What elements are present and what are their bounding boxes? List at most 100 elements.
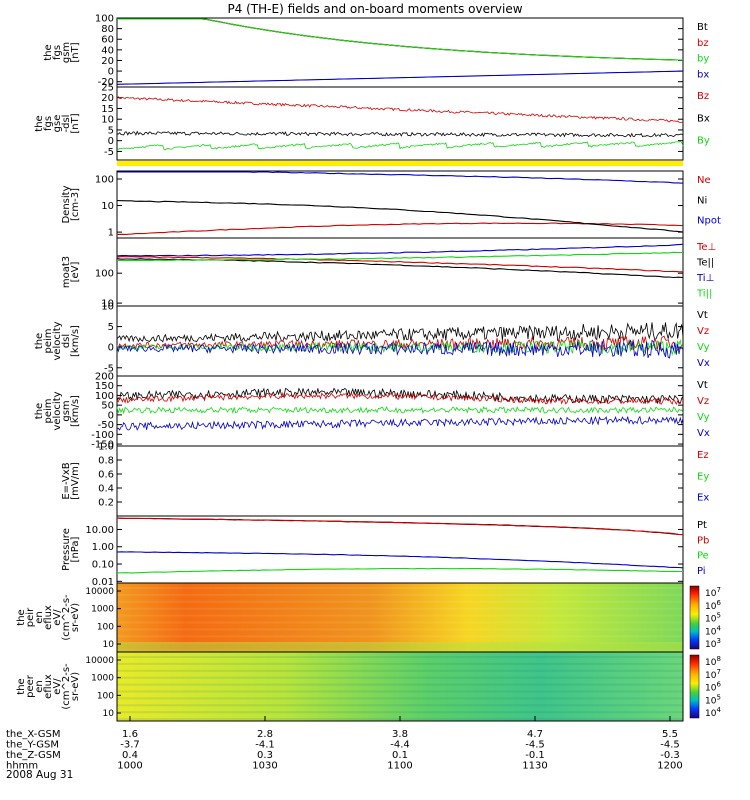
xrow-0-val-1: 2.8 <box>257 729 273 740</box>
ytick-peer-eflux-0: 10000 <box>85 656 114 666</box>
xrow-2-val-1: 0.3 <box>257 750 273 761</box>
panel-density: Density[cm-3] 100 10 1 Ne Ni Npot <box>61 170 721 239</box>
legend-density-0: Ne <box>697 175 711 186</box>
colorbar-tick-peir-eflux-3: 104 <box>705 624 721 637</box>
ylabel-peim-gsm-1: peim <box>43 398 54 423</box>
legend-density-2: Npot <box>697 216 721 227</box>
ytick-pressure-0: 10.00 <box>85 525 114 536</box>
legend-density-1: Ni <box>697 195 707 206</box>
legend-pressure-0: Pt <box>697 520 707 531</box>
ylabel-peir-eflux-6: sr-eV) <box>70 603 81 632</box>
xrow-1-val-0: -3.7 <box>120 740 140 751</box>
date-label: 2008 Aug 31 <box>6 769 73 781</box>
ylabel-peim-dsl-0: the <box>34 333 45 349</box>
xrow-2-val-2: 0.1 <box>392 750 408 761</box>
plot-title: P4 (TH-E) fields and on-board moments ov… <box>227 2 522 16</box>
series-density-Npot <box>117 171 684 184</box>
ylabel-peer-eflux-2: en <box>34 680 45 693</box>
ytick-peer-eflux-2: 100 <box>97 691 114 701</box>
legend-pressure-2: Pe <box>697 551 709 562</box>
xrow-2-val-0: 0.4 <box>122 750 138 761</box>
ylabel-peir-eflux-2: en <box>34 611 45 624</box>
ytick-peer-eflux-1: 1000 <box>91 674 114 684</box>
xrow-1-val-4: -4.5 <box>660 740 680 751</box>
ylabel-peim-gsm-2: velocity <box>52 391 63 430</box>
series-pressure-Pe <box>116 567 683 574</box>
frame-exb <box>116 445 684 517</box>
series-density-Ni <box>116 199 684 233</box>
xrow-2-val-4: -0.3 <box>660 750 680 761</box>
legend-peim-dsl-2: Vy <box>697 342 710 353</box>
ytick-peim-dsl-0: 10 <box>101 302 114 313</box>
series-peim-gsm-Vt <box>116 387 684 405</box>
legend-pressure-3: Pi <box>697 566 706 577</box>
legend-fgs-gse-1: Bx <box>697 113 710 124</box>
ytick-peir-eflux-1: 1000 <box>91 605 114 615</box>
legend-exb-0: Ez <box>697 450 709 461</box>
legend-fgs-gsm-2: by <box>697 54 709 65</box>
ytick-peim-gsm-2: 100 <box>95 391 114 402</box>
xrow-0-val-4: 5.5 <box>662 729 678 740</box>
ylabel-fgs-gse-1: fgs <box>43 116 54 131</box>
x-axis-labels: the_X-GSM 1.6 2.8 3.8 4.7 5.5 the_Y-GSM -3.7 -4.… <box>6 716 683 772</box>
ytick-fgs-gsm-6: -20 <box>98 77 114 88</box>
series-peim-gsm-Vx <box>116 415 684 431</box>
colorbar-tick-peer-eflux-4: 104 <box>705 706 721 719</box>
legend-peim-gsm-0: Vt <box>697 380 708 391</box>
series-peim-gsm-Vz <box>116 391 684 406</box>
series-temperature-Ti⊥ <box>116 243 684 257</box>
series-fgs-gsm-bz <box>117 18 684 61</box>
ytick-pressure-3: 0.01 <box>92 577 114 588</box>
xrow-2-val-3: -0.1 <box>525 750 545 761</box>
ylabel-peir-eflux-3: eflux <box>43 605 54 630</box>
series-pressure-Pb <box>116 517 684 536</box>
legend-temperature-3: Ti|| <box>696 289 712 300</box>
ytick-peim-gsm-7: -150 <box>91 440 114 451</box>
ytick-exb-2: 0.6 <box>98 470 114 481</box>
legend-peim-dsl-0: Vt <box>697 310 708 321</box>
ytick-fgs-gsm-3: 40 <box>101 45 114 56</box>
ylabel-peer-eflux-0: the <box>16 678 27 694</box>
ylabel-peer-eflux-6: sr-eV) <box>70 672 81 701</box>
ytick-peim-gsm-3: 50 <box>101 401 114 412</box>
ylabel-fgs-gse-0: the <box>34 115 45 131</box>
frame-peim-dsl <box>116 305 684 377</box>
xrow-label-0: the_X-GSM <box>6 729 60 740</box>
legend-peim-dsl-3: Vx <box>697 358 710 369</box>
ytick-exb-4: 0.2 <box>98 498 114 509</box>
frame-pressure <box>116 515 684 584</box>
ytick-temperature-1: 10 <box>101 299 114 310</box>
colorbar-tick-peir-eflux-4: 103 <box>705 637 721 650</box>
ylabel-temperature-1: [eV] <box>70 262 81 283</box>
ytick-fgs-gse-4: 5 <box>108 125 114 136</box>
ylabel-peer-eflux-5: (cm^2-s- <box>61 663 72 710</box>
xrow-0-val-2: 3.8 <box>392 729 408 740</box>
series-fgs-gsm-bx <box>116 70 684 85</box>
xrow-3-val-3: 1130 <box>522 761 547 772</box>
legend-temperature-0: Te⊥ <box>696 242 716 253</box>
xrow-0-val-0: 1.6 <box>122 729 138 740</box>
colorbar-tick-peer-eflux-1: 107 <box>705 668 721 681</box>
series-temperature-Te⊥ <box>116 256 684 273</box>
series-peim-dsl-Vt <box>116 321 684 343</box>
ytick-fgs-gse-5: 0 <box>108 136 114 147</box>
ytick-peir-eflux-0: 10000 <box>85 587 114 597</box>
ylabel-peir-eflux-5: (cm^2-s- <box>61 594 72 641</box>
legend-fgs-gse-0: Bz <box>697 91 709 102</box>
xrow-label-1: the_Y-GSM <box>6 740 59 751</box>
ytick-fgs-gsm-0: 100 <box>95 14 114 25</box>
colorbar-tick-peir-eflux-0: 107 <box>705 586 721 599</box>
ylabel-fgs-gsm-1: fgs <box>52 45 63 60</box>
series-pressure-Pt <box>116 517 684 536</box>
xrow-1-val-3: -4.5 <box>525 740 545 751</box>
series-temperature-Ti|| <box>116 251 683 262</box>
ylabel-peir-eflux-0: the <box>16 609 27 625</box>
ytick-peim-gsm-4: 0 <box>108 410 114 421</box>
colorbar-tick-peir-eflux-1: 106 <box>705 599 721 612</box>
series-fgs-gsm-by <box>117 18 684 61</box>
series-fgs-gsm-Bt <box>117 18 684 61</box>
legend-fgs-gsm-1: bz <box>697 38 709 49</box>
ytick-pressure-1: 1.00 <box>92 542 114 553</box>
